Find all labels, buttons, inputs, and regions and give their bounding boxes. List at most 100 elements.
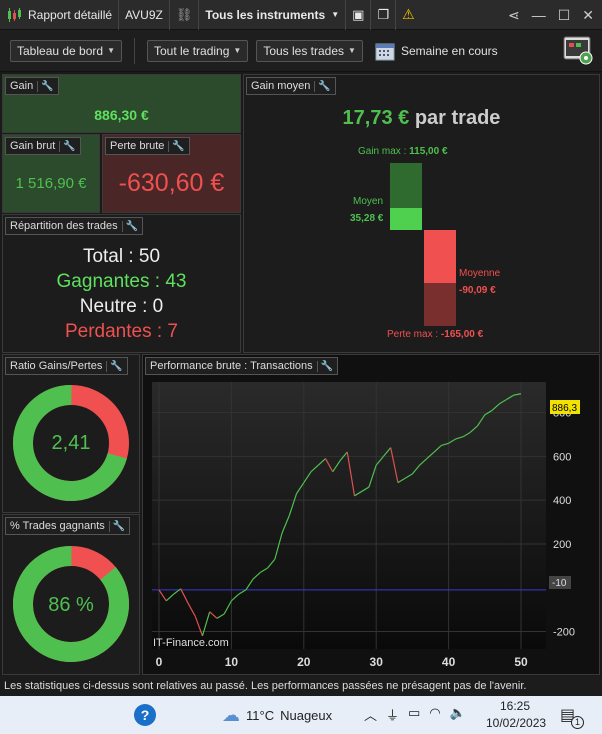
dashboard-label: Tableau de bord — [17, 43, 104, 58]
tray-icons: ︿ ⏚ ▭ ◠ 🔈 — [364, 705, 466, 724]
performance-segment — [165, 593, 174, 602]
chevron-down-icon: ▼ — [107, 46, 115, 55]
performance-segment — [260, 567, 268, 573]
pct-trades-panel: % Trades gagnants 🔧 86 % — [2, 514, 140, 675]
dashboard-dropdown[interactable]: Tableau de bord ▼ — [10, 39, 122, 62]
chevron-up-icon[interactable]: ︿ — [364, 708, 378, 723]
performance-segment — [411, 464, 421, 475]
average-suffix: par trade — [414, 107, 501, 129]
candlestick-icon — [8, 7, 21, 22]
trading-label: Tout le trading — [154, 43, 230, 58]
warning-icon[interactable]: ⚠ — [402, 6, 415, 22]
chevron-down-icon: ▼ — [331, 10, 340, 19]
usb-icon[interactable]: ⏚ — [386, 708, 400, 723]
loss-avg-bar — [424, 230, 456, 283]
gain-title: Gain — [10, 80, 34, 92]
battery-icon[interactable]: ▭ — [408, 705, 421, 720]
perte-brute-title: Perte brute — [110, 140, 165, 152]
x-tick-label: 30 — [370, 655, 384, 669]
volume-icon[interactable]: 🔈 — [449, 705, 466, 720]
pct-trades-title: % Trades gagnants — [10, 520, 105, 532]
average-per-trade: 17,73 € par trade — [244, 107, 599, 130]
gain-moyen-panel: Gain moyen 🔧 17,73 € par trade Gain max :… — [243, 74, 600, 353]
gain-value: 886,30 € — [94, 107, 149, 123]
weather-widget[interactable]: ☁ 11°C Nuageux — [222, 705, 332, 726]
performance-segment — [513, 393, 522, 396]
performance-segment — [201, 611, 211, 637]
copy-icon[interactable]: ❐ — [371, 0, 397, 30]
disclaimer: Les statistiques ci-dessus sont relative… — [0, 676, 602, 696]
minimize-icon[interactable]: — — [531, 7, 546, 23]
performance-segment — [404, 473, 413, 479]
pct-donut — [12, 546, 129, 662]
trading-dropdown[interactable]: Tout le trading ▼ — [147, 39, 249, 62]
performance-segment — [469, 425, 478, 433]
performance-segment — [317, 458, 326, 466]
last-value-label: 886,3 — [552, 403, 577, 414]
performance-segment — [267, 558, 276, 569]
x-tick-label: 0 — [156, 655, 163, 669]
moyen-label: Moyen — [353, 196, 384, 207]
performance-segment — [281, 515, 290, 534]
notification-icon[interactable]: ▤ 1 — [560, 705, 584, 729]
gain-max-value: 115,00 € — [409, 146, 448, 157]
close-icon[interactable]: ✕ — [582, 6, 594, 23]
performance-segment — [158, 589, 167, 602]
performance-segment — [173, 588, 182, 595]
toolbar: Tableau de bord ▼ Tout le trading ▼ Tous l… — [0, 30, 602, 72]
settings-icon[interactable] — [562, 34, 594, 66]
panel-title: Gain 🔧 — [5, 77, 59, 95]
screenshot-icon[interactable]: ▣ — [346, 0, 372, 30]
wrench-icon[interactable]: 🔧 — [168, 140, 185, 152]
account-selector[interactable]: AVU9Z — [119, 0, 170, 30]
link-icon[interactable]: ⛓ — [170, 0, 200, 30]
zero-label-box — [549, 576, 571, 589]
performance-segment — [484, 409, 493, 416]
y-tick-label: -200 — [553, 626, 575, 638]
instrument-selector[interactable]: Tous les instruments ▼ — [199, 0, 347, 30]
ratio-panel: Ratio Gains/Pertes 🔧 2,41 — [2, 354, 140, 513]
performance-segment — [361, 486, 370, 492]
x-tick-label: 10 — [225, 655, 239, 669]
wrench-icon[interactable]: 🔧 — [37, 80, 54, 92]
winning-trades: Gagnantes : 43 — [56, 271, 187, 292]
performance-segment — [506, 394, 515, 401]
wrench-icon[interactable]: 🔧 — [59, 140, 76, 152]
wrench-icon[interactable]: 🔧 — [106, 360, 123, 372]
performance-segment — [368, 464, 377, 488]
wifi-icon[interactable]: ◠ — [429, 705, 441, 720]
wrench-icon[interactable]: 🔧 — [316, 360, 333, 372]
cloud-icon: ☁ — [222, 705, 240, 725]
report-menu[interactable]: Rapport détaillé — [0, 0, 120, 30]
performance-segment — [274, 532, 283, 560]
performance-segment — [419, 458, 428, 466]
performance-segment — [382, 447, 392, 457]
period-selector[interactable]: Semaine en cours — [375, 41, 498, 61]
performance-panel: Performance brute : Transactions🔧 800600… — [142, 354, 600, 675]
panel-title: Performance brute : Transactions 🔧 — [145, 357, 339, 375]
wrench-icon[interactable]: 🔧 — [121, 220, 138, 232]
trades-dropdown[interactable]: Tous les trades ▼ — [256, 39, 363, 62]
wrench-icon[interactable]: 🔧 — [108, 520, 125, 532]
maximize-icon[interactable]: ☐ — [557, 6, 571, 23]
performance-segment — [230, 593, 240, 602]
performance-segment — [245, 578, 254, 591]
performance-segment — [397, 477, 406, 484]
clock[interactable]: 16:25 10/02/2023 — [486, 699, 546, 730]
performance-segment — [187, 602, 196, 617]
watermark: IT-Finance.com — [153, 637, 229, 649]
y-tick-label: 600 — [553, 451, 571, 463]
share-icon[interactable]: ⋖ — [507, 6, 520, 23]
repartition-panel: Répartition des trades 🔧 Total : 50 Gagna… — [2, 214, 241, 353]
x-tick-label: 40 — [442, 655, 456, 669]
calendar-icon — [375, 43, 395, 60]
performance-segment — [433, 445, 442, 453]
performance-segment — [238, 589, 247, 595]
perte-brute-value: -630,60 € — [118, 169, 225, 197]
performance-segment — [339, 451, 348, 462]
ratio-value: 2,41 — [51, 432, 91, 454]
help-icon[interactable]: ? — [134, 704, 156, 726]
y-tick-label: 200 — [553, 539, 571, 551]
wrench-icon[interactable]: 🔧 — [314, 80, 331, 92]
